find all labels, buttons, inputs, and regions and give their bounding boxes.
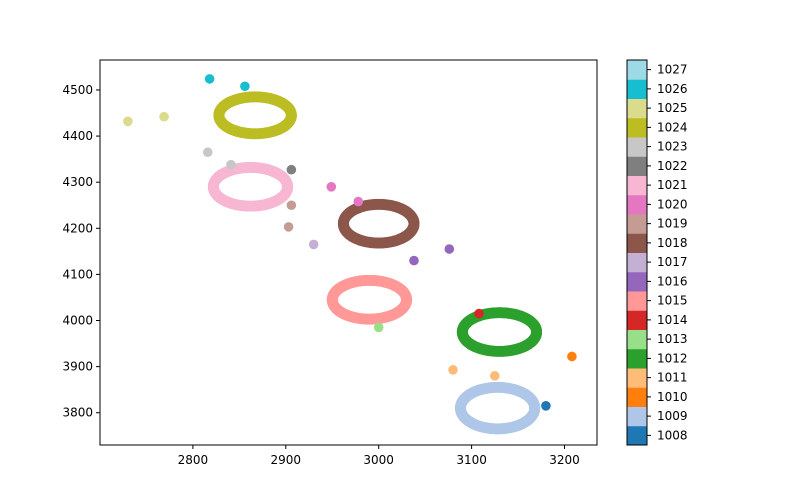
y-tick-label: 3900 <box>62 360 93 374</box>
colorbar-tick-label: 1022 <box>657 159 688 173</box>
x-tick-label: 2900 <box>271 453 302 467</box>
y-tick-label: 4200 <box>62 221 93 235</box>
ring-series-1009 <box>454 381 541 435</box>
colorbar-segment <box>627 60 647 80</box>
ring-point-1018 <box>408 219 420 231</box>
x-axis: 2800 2900 3000 3100 3200 <box>178 445 580 467</box>
ring-series-1024 <box>213 91 297 140</box>
colorbar-segment <box>627 368 647 388</box>
scatter-point-1025 <box>159 111 169 122</box>
y-tick-label: 4500 <box>62 83 93 97</box>
colorbar-tick-label: 1012 <box>657 351 688 365</box>
colorbar-segment <box>627 214 647 234</box>
scatter-point-1019 <box>286 200 297 211</box>
scatter-point-1014 <box>474 308 484 319</box>
scatter-point-1011 <box>490 371 500 381</box>
plot-area: 2800 2900 3000 3100 3200 3800 3900 4000 4100 420… <box>62 59 598 467</box>
colorbar-segment <box>627 271 647 292</box>
colorbar-tick-label: 1017 <box>657 255 688 269</box>
y-tick-label: 4000 <box>62 314 93 328</box>
scatter-point-1026 <box>204 74 215 84</box>
ring-point-1009 <box>529 403 541 415</box>
ring-point-1024 <box>285 111 297 123</box>
colorbar-tick-label: 1013 <box>657 332 688 346</box>
scatter-point-1026 <box>240 81 250 92</box>
plot-frame <box>99 59 598 446</box>
x-tick-label: 3100 <box>456 453 487 467</box>
colorbar-tick-label: 1008 <box>657 428 688 442</box>
y-tick-label: 3800 <box>62 406 93 420</box>
x-tick-label: 3200 <box>549 453 580 467</box>
ring-series-1021 <box>207 161 294 212</box>
colorbar-tick-label: 1015 <box>657 294 688 308</box>
colorbar-tick-label: 1011 <box>657 371 688 385</box>
colorbar-tick-label: 1026 <box>657 82 688 96</box>
y-tick-label: 4100 <box>62 267 93 281</box>
colorbar-tick-label: 1014 <box>657 313 688 327</box>
scatter-point-1017 <box>308 239 319 250</box>
colorbar-tick-label: 1024 <box>657 120 688 134</box>
scatter-point-1023 <box>226 159 236 170</box>
scatter-point-1020 <box>353 196 364 207</box>
scatter-point-1010 <box>567 351 577 362</box>
colorbar-segment <box>627 175 647 196</box>
colorbar-segment <box>627 137 647 157</box>
colorbar-frame <box>626 59 648 446</box>
colorbar-tick-label: 1023 <box>657 140 688 154</box>
ring-series-1012 <box>456 307 543 357</box>
colorbar-tick-label: 1020 <box>657 197 688 211</box>
scatter-point-1025 <box>123 116 133 127</box>
ring-series-1015 <box>326 274 413 325</box>
colorbar-segment <box>627 156 647 176</box>
scatter-point-1008 <box>541 401 551 411</box>
ring-point-1012 <box>531 327 543 339</box>
colorbar-segment <box>627 291 647 311</box>
y-axis: 3800 3900 4000 4100 4200 4300 4400 4500 <box>62 83 100 420</box>
colorbar: 1008 1009 1010 1011 1012 1013 1014 1015 1016 1017… <box>626 59 688 446</box>
colorbar-tick-label: 1025 <box>657 101 688 115</box>
colorbar-segment <box>627 387 647 407</box>
ring-series-1018 <box>337 198 420 249</box>
colorbar-segment <box>627 252 647 273</box>
colorbar-tick-label: 1018 <box>657 236 688 250</box>
colorbar-tick-label: 1010 <box>657 390 688 404</box>
colorbar-tick-label: 1019 <box>657 217 688 231</box>
colorbar-tick-label: 1009 <box>657 409 688 423</box>
ring-point-1021 <box>282 182 294 194</box>
colorbar-segment <box>627 194 647 215</box>
colorbar-segment <box>627 233 647 253</box>
colorbar-segment <box>627 425 647 446</box>
colorbar-segment <box>627 329 647 350</box>
scatter-point-1011 <box>448 365 458 375</box>
x-tick-label: 3000 <box>363 453 394 467</box>
scatter-point-1023 <box>202 147 213 158</box>
scatter-point-1016 <box>444 244 455 254</box>
scatter-point-1019 <box>283 222 294 232</box>
y-tick-label: 4300 <box>62 175 93 189</box>
y-tick-label: 4400 <box>62 129 93 143</box>
colorbar-segment <box>627 406 647 427</box>
data-marks <box>123 74 577 435</box>
x-tick-label: 2800 <box>178 453 209 467</box>
colorbar-tick-label: 1027 <box>657 63 688 77</box>
colorbar-tick-label: 1021 <box>657 178 688 192</box>
scatter-point-1022 <box>286 164 297 175</box>
colorbar-segment <box>627 79 647 99</box>
scatter-point-1016 <box>409 255 419 266</box>
colorbar-segment <box>627 310 647 330</box>
scatter-point-1013 <box>373 322 384 333</box>
colorbar-segment <box>627 117 647 138</box>
colorbar-tick-label: 1016 <box>657 274 688 288</box>
ring-point-1015 <box>400 295 412 307</box>
scatter-point-1020 <box>326 181 337 192</box>
colorbar-segment <box>627 348 647 369</box>
colorbar-segment <box>627 98 647 119</box>
